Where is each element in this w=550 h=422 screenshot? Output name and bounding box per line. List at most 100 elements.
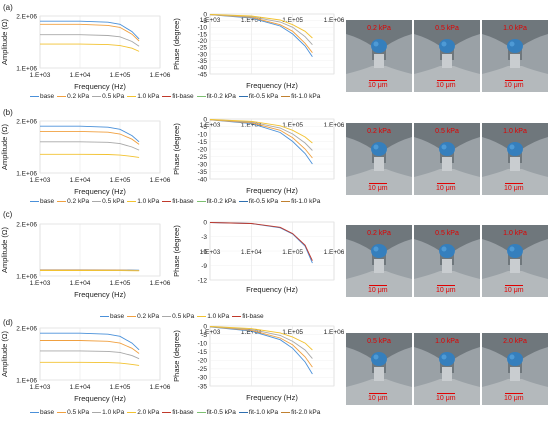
legend-item: fit-0.5 kPa — [238, 198, 278, 205]
x-tick-label: 1.E+04 — [70, 177, 91, 184]
x-tick-label: 1.E+06 — [150, 384, 171, 391]
micrograph-row-a: 0.2 kPa 10 μm 0.5 kPa 10 μm 1.0 kPa 10 μm — [346, 20, 550, 92]
micrograph-channel — [346, 225, 412, 297]
constriction — [374, 54, 384, 68]
plot-area — [39, 120, 161, 174]
y-tick-label: -40 — [198, 65, 208, 72]
legend-label: fit-base — [242, 313, 264, 320]
cell — [371, 244, 387, 258]
legend-label: fit-base — [172, 93, 194, 100]
scale-bar — [369, 183, 387, 184]
y-tick-label: 1.E+06 — [16, 170, 37, 177]
legend-swatch — [162, 201, 172, 202]
legend-item: 2.0 kPa — [127, 409, 159, 416]
cell — [439, 352, 455, 366]
series-line-base — [209, 326, 313, 375]
constriction — [442, 157, 452, 171]
legend-label: fit-base — [172, 198, 194, 205]
constriction — [442, 259, 452, 273]
y-tick-label: -15 — [198, 31, 208, 38]
legend-item: fit-1.0 kPa — [281, 198, 320, 205]
legend-swatch — [30, 412, 39, 413]
amplitude-chart-a: 1.E+03 1.E+04 1.E+05 1.E+06 2.E+06 1.E+06 Freq… — [0, 13, 171, 91]
constriction — [374, 259, 384, 273]
constriction — [374, 157, 384, 171]
y-tick-label: -20 — [198, 146, 208, 153]
legend-item: 1.0 kPa — [127, 198, 159, 205]
scale-label: 10 μm — [368, 185, 388, 192]
scale-label: 10 μm — [504, 82, 524, 89]
legend-label: 1.0 kPa — [207, 313, 230, 320]
channel-outlet — [414, 66, 480, 92]
legend-label: fit-base — [172, 409, 194, 416]
legend-item: 0.2 kPa — [127, 313, 159, 320]
micrograph: 1.0 kPa 10 μm — [482, 20, 548, 92]
legend-item: 0.2 kPa — [57, 198, 89, 205]
pressure-label: 0.5 kPa — [367, 338, 391, 345]
micrograph: 0.2 kPa 10 μm — [346, 20, 412, 92]
legend-item: fit-1.0 kPa — [238, 409, 278, 416]
micrograph-row-b: 0.2 kPa 10 μm 0.5 kPa 10 μm 1.0 kPa 10 μm — [346, 123, 550, 195]
y-tick-label: 0 — [203, 323, 207, 330]
series-line-0-5-kpa — [209, 14, 313, 46]
cell-highlight — [509, 41, 515, 47]
channel-outlet — [482, 66, 548, 92]
scale-bar — [437, 285, 455, 286]
y-axis-label: Phase (degree) — [172, 123, 181, 175]
scale-label: 10 μm — [368, 82, 388, 89]
scale-label: 10 μm — [436, 82, 456, 89]
y-tick-label: -20 — [198, 358, 208, 365]
y-tick-label: 1.E+06 — [16, 65, 37, 72]
scale-bar — [505, 183, 523, 184]
x-tick-label: 1.E+06 — [324, 249, 344, 256]
legend-item: base — [30, 409, 54, 416]
channel-outlet — [346, 379, 412, 405]
y-tick-label: -25 — [198, 366, 208, 373]
series-line-base — [209, 14, 313, 57]
x-tick-label: 1.E+04 — [241, 249, 262, 256]
y-tick-label: 0 — [203, 11, 207, 18]
channel-outlet — [414, 271, 480, 297]
phase-chart-b: 1.E+03 1.E+04 1.E+05 1.E+060-5-10-15-20-25-… — [172, 116, 344, 195]
scale-bar — [437, 183, 455, 184]
legend-swatch — [281, 412, 291, 413]
channel-outlet — [346, 66, 412, 92]
pressure-label: 0.2 kPa — [367, 230, 391, 237]
pressure-label: 0.5 kPa — [435, 25, 459, 32]
pressure-label: 0.2 kPa — [367, 25, 391, 32]
legend-label: fit-0.5 kPa — [206, 409, 236, 416]
plot-area — [39, 327, 161, 381]
legend-c: base 0.2 kPa 0.5 kPa 1.0 kPa fit-base — [100, 313, 264, 320]
series-line-base — [40, 20, 140, 40]
micrograph-channel — [346, 20, 412, 92]
micrograph: 0.2 kPa 10 μm — [346, 225, 412, 297]
pressure-label: 1.0 kPa — [503, 128, 527, 135]
plot-area — [209, 325, 335, 387]
x-tick-label: 1.E+05 — [282, 122, 303, 129]
x-tick-label: 1.E+06 — [150, 72, 171, 79]
legend-label: 0.5 kPa — [102, 198, 125, 205]
x-axis-label: Frequency (Hz) — [246, 393, 298, 402]
legend-swatch — [92, 96, 102, 97]
x-axis-label: Frequency (Hz) — [246, 81, 298, 90]
x-tick-label: 1.E+05 — [110, 72, 131, 79]
cell-highlight — [441, 246, 447, 252]
legend-label: 0.5 kPa — [172, 313, 195, 320]
micrograph: 1.0 kPa 10 μm — [482, 123, 548, 195]
legend-swatch — [57, 96, 67, 97]
cell-highlight — [441, 354, 447, 360]
legend-item: 0.5 kPa — [57, 409, 89, 416]
scale-bar — [505, 80, 523, 81]
pressure-label: 2.0 kPa — [503, 338, 527, 345]
y-tick-label: -45 — [198, 71, 208, 78]
pressure-label: 1.0 kPa — [503, 25, 527, 32]
scale-label: 10 μm — [504, 287, 524, 294]
y-tick-label: -35 — [198, 169, 208, 176]
cell — [371, 142, 387, 156]
scale-bar — [369, 285, 387, 286]
x-tick-label: 1.E+03 — [200, 329, 221, 336]
micrograph-channel — [414, 123, 480, 195]
legend-label: fit-1.0 kPa — [291, 198, 321, 205]
x-tick-label: 1.E+04 — [70, 280, 91, 287]
channel-outlet — [414, 379, 480, 405]
